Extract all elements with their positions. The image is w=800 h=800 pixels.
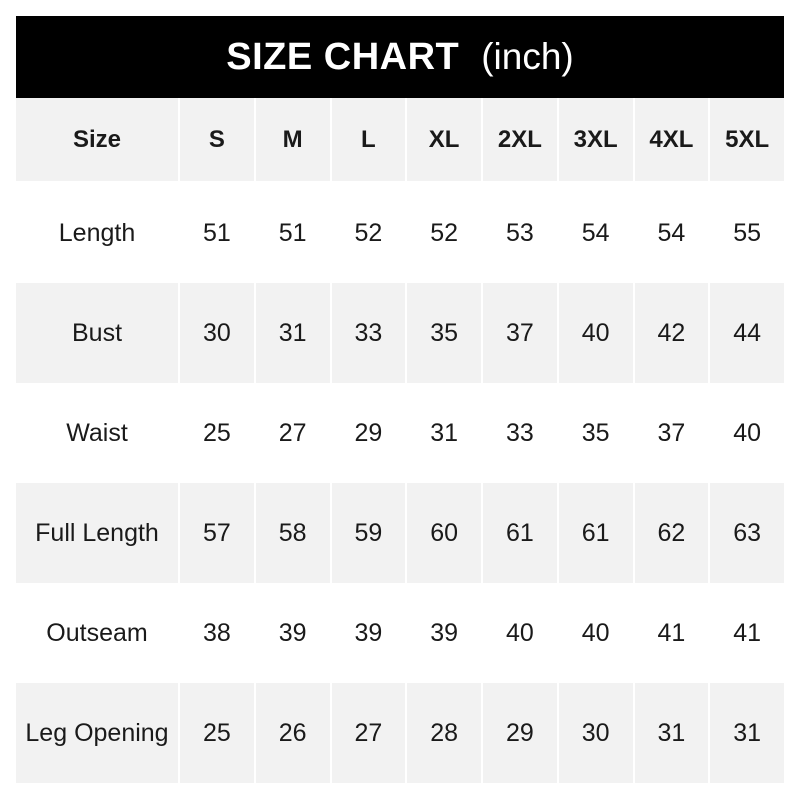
title-bar: SIZE CHART (inch)	[16, 16, 784, 98]
table-cell: 26	[255, 683, 330, 783]
table-cell: 39	[354, 618, 383, 647]
header-size-s: S	[180, 98, 254, 181]
table-cell: 60	[407, 483, 481, 583]
table-cell: 55	[733, 218, 762, 247]
table-cell: 27	[278, 418, 307, 447]
table-cell: 44	[710, 283, 784, 383]
table-cell: 39	[430, 618, 459, 647]
header-size-5xl: 5XL	[710, 98, 784, 181]
table-cell: 61	[483, 483, 557, 583]
table-cell: 31	[255, 283, 330, 383]
table-cell: 54	[657, 218, 686, 247]
table-cell: 30	[180, 283, 254, 383]
table-cell: 29	[483, 683, 557, 783]
table-cell: 38	[202, 618, 231, 647]
header-size-xl: XL	[407, 98, 481, 181]
table-cell: 59	[331, 483, 406, 583]
row-label: Length	[58, 218, 136, 247]
table-cell: 31	[430, 418, 459, 447]
table-cell: 51	[202, 218, 231, 247]
header-size-label: Size	[16, 98, 178, 181]
table-cell: 29	[354, 418, 383, 447]
table-cell: 57	[180, 483, 254, 583]
size-table: Size S M L XL 2XL 3XL 4XL 5XL Length 51 51 52 52 53 54 5…	[16, 98, 784, 783]
table-cell: 28	[407, 683, 481, 783]
table-cell: 61	[558, 483, 633, 583]
header-size-3xl: 3XL	[558, 98, 633, 181]
row-label: Full Length	[16, 483, 178, 583]
table-cell: 37	[657, 418, 686, 447]
row-label: Outseam	[46, 618, 148, 647]
table-cell: 40	[558, 283, 633, 383]
table-cell: 39	[278, 618, 307, 647]
table-cell: 27	[331, 683, 406, 783]
header-size-4xl: 4XL	[634, 98, 709, 181]
row-label: Bust	[16, 283, 178, 383]
table-cell: 25	[180, 683, 254, 783]
table-cell: 42	[634, 283, 709, 383]
header-size-2xl: 2XL	[483, 98, 557, 181]
table-cell: 52	[430, 218, 459, 247]
table-cell: 31	[634, 683, 709, 783]
table-cell: 54	[581, 218, 610, 247]
table-cell: 35	[581, 418, 610, 447]
table-cell: 37	[483, 283, 557, 383]
table-cell: 40	[581, 618, 610, 647]
chart-unit: (inch)	[481, 36, 574, 77]
table-cell: 41	[657, 618, 686, 647]
chart-title: SIZE CHART	[226, 35, 460, 78]
table-cell: 30	[558, 683, 633, 783]
row-label: Waist	[66, 418, 128, 447]
header-size-m: M	[255, 98, 330, 181]
table-cell: 35	[407, 283, 481, 383]
header-size-l: L	[331, 98, 406, 181]
table-cell: 40	[733, 418, 762, 447]
table-cell: 58	[255, 483, 330, 583]
table-cell: 41	[733, 618, 762, 647]
table-cell: 40	[505, 618, 534, 647]
table-cell: 31	[710, 683, 784, 783]
table-cell: 33	[331, 283, 406, 383]
table-cell: 33	[505, 418, 534, 447]
table-cell: 62	[634, 483, 709, 583]
table-cell: 53	[505, 218, 534, 247]
table-cell: 63	[710, 483, 784, 583]
row-label: Leg Opening	[16, 683, 178, 783]
table-cell: 52	[354, 218, 383, 247]
table-cell: 25	[202, 418, 231, 447]
table-cell: 51	[278, 218, 307, 247]
